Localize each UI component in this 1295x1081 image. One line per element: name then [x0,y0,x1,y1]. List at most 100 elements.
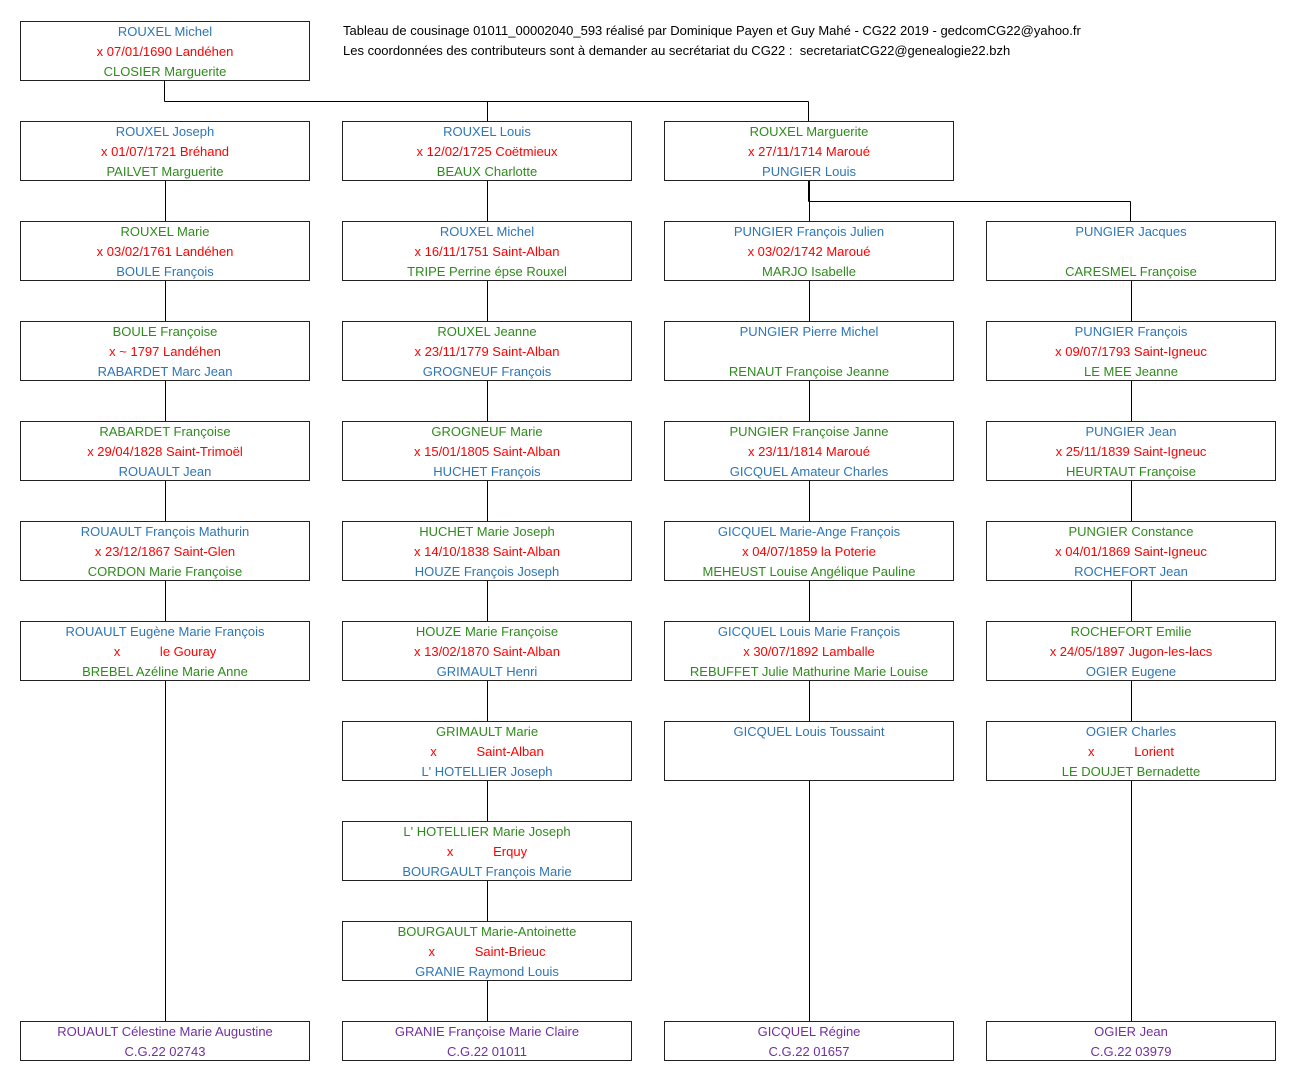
marriage: x 25/11/1839 Saint-Igneuc [1055,444,1207,459]
person-box: PUNGIER Constance x 04/01/1869 Saint-Igne… [986,521,1276,581]
descendant-code: C.G.22 01011 [447,1044,527,1059]
marriage: x 29/04/1828 Saint-Trimoël [87,444,243,459]
person-name: ROUXEL Louis [443,124,531,139]
person-name: GRIMAULT Marie [435,724,539,739]
descendant-name: GRANIE Françoise Marie Claire [394,1024,580,1039]
descendant-code: C.G.22 02743 [124,1044,206,1059]
person-name: ROUXEL Michel [117,24,213,39]
marriage: x 01/07/1721 Bréhand [101,144,229,159]
person-name: RABARDET Françoise [99,424,231,439]
person-name: OGIER Eugene [1085,664,1177,679]
person-name: LE MEE Jeanne [1084,364,1178,379]
person-box: GICQUEL Louis Marie François x 30/07/1892… [664,621,954,681]
person-box: BOULE Françoise x ~ 1797 Landéhen RABARDET… [20,321,310,381]
person-name: BOULE Françoise [112,324,218,339]
person-name: ROUAULT François Mathurin [80,524,250,539]
person-name: PUNGIER Constance [1068,524,1194,539]
descendant-box: ROUAULT Célestine Marie Augustine C.G.22 … [20,1021,310,1061]
marriage: x 24/05/1897 Jugon-les-lacs [1049,644,1213,659]
descendant-code: C.G.22 03979 [1090,1044,1172,1059]
person-name: BOULE François [116,264,214,279]
person-box: RABARDET Françoise x 29/04/1828 Saint-Tri… [20,421,310,481]
person-name: HOUZE François Joseph [414,564,560,579]
person-box: PUNGIER François x 09/07/1793 Saint-Igneu… [986,321,1276,381]
person-name: ROCHEFORT Emilie [1070,624,1192,639]
person-name: BEAUX Charlotte [436,164,538,179]
person-name: PUNGIER Françoise Janne [729,424,889,439]
person-box: GRIMAULT Marie x Saint-Alban L' HOTELLIER … [342,721,632,781]
marriage: x 12/02/1725 Coëtmieux [416,144,558,159]
person-name: ROUXEL Joseph [115,124,215,139]
person-box: ROUXEL Marie x 03/02/1761 Landéhen BOULE F… [20,221,310,281]
person-name: GROGNEUF Marie [431,424,543,439]
person-name: ROUXEL Jeanne [437,324,537,339]
person-name: GRIMAULT Henri [436,664,538,679]
person-name: GICQUEL Marie-Ange François [717,524,901,539]
marriage: x Erquy [446,844,528,859]
person-name: GICQUEL Louis Toussaint [733,724,885,739]
person-name: MEHEUST Louise Angélique Pauline [702,564,916,579]
marriage: x 15/01/1805 Saint-Alban [414,444,560,459]
person-box: ROUXEL Michel x 07/01/1690 Landéhen CLOSIE… [20,21,310,81]
person-name: ROUXEL Marie [120,224,210,239]
marriage: x 09/07/1793 Saint-Igneuc [1055,344,1207,359]
person-name: RENAUT Françoise Jeanne [728,364,890,379]
person-name: ROUAULT Jean [118,464,212,479]
descendant-code: C.G.22 01657 [768,1044,850,1059]
person-name: L' HOTELLIER Joseph [421,764,553,779]
marriage: x ~ 1797 Landéhen [109,344,221,359]
person-name: GRANIE Raymond Louis [415,964,559,979]
person-box: GROGNEUF Marie x 15/01/1805 Saint-Alban HU… [342,421,632,481]
marriage: x Saint-Brieuc [428,944,546,959]
descendant-name: ROUAULT Célestine Marie Augustine [57,1024,273,1039]
person-box: HOUZE Marie Françoise x 13/02/1870 Saint-… [342,621,632,681]
marriage: x 30/07/1892 Lamballe [743,644,875,659]
marriage: x 16/11/1751 Saint-Alban [414,244,560,259]
person-name: REBUFFET Julie Mathurine Marie Louise [689,664,929,679]
person-name: GICQUEL Amateur Charles [729,464,889,479]
person-name: MARJO Isabelle [762,264,856,279]
person-name: CARESMEL Françoise [1065,264,1197,279]
person-box: ROCHEFORT Emilie x 24/05/1897 Jugon-les-l… [986,621,1276,681]
marriage: x 13/02/1870 Saint-Alban [414,644,560,659]
person-name: HUCHET Marie Joseph [419,524,555,539]
descendant-name: GICQUEL Régine [757,1024,861,1039]
descendant-name: OGIER Jean [1094,1024,1168,1039]
person-name: ROUXEL Marguerite [749,124,869,139]
person-name: ROUXEL Michel [439,224,535,239]
person-box: PUNGIER Jean x 25/11/1839 Saint-Igneuc HEU… [986,421,1276,481]
person-name: CLOSIER Marguerite [103,64,227,79]
person-name: ROCHEFORT Jean [1074,564,1188,579]
person-name: LE DOUJET Bernadette [1061,764,1201,779]
person-name: BOURGAULT François Marie [402,864,572,879]
person-name: HEURTAUT Françoise [1065,464,1197,479]
person-box: ROUAULT Eugène Marie François x le Gouray… [20,621,310,681]
marriage: x 03/02/1761 Landéhen [96,244,234,259]
person-name: PUNGIER François [1074,324,1188,339]
descendant-box: GICQUEL Régine C.G.22 01657 [664,1021,954,1061]
person-box: ROUAULT François Mathurin x 23/12/1867 Sa… [20,521,310,581]
marriage: x Saint-Alban [430,744,544,759]
person-name: PUNGIER Jean [1085,424,1177,439]
descendant-box: GRANIE Françoise Marie Claire C.G.22 0101… [342,1021,632,1061]
person-box: PUNGIER Françoise Janne x 23/11/1814 Maro… [664,421,954,481]
marriage: x 04/01/1869 Saint-Igneuc [1055,544,1207,559]
person-name: PUNGIER Pierre Michel [739,324,879,339]
marriage: x 07/01/1690 Landéhen [96,44,234,59]
person-box: ROUXEL Jeanne x 23/11/1779 Saint-Alban GRO… [342,321,632,381]
marriage: x 27/11/1714 Maroué [748,144,870,159]
person-name: HOUZE Marie Françoise [415,624,559,639]
marriage: x 04/07/1859 la Poterie [742,544,876,559]
person-box: ROUXEL Louis x 12/02/1725 Coëtmieux BEAUX … [342,121,632,181]
person-name: OGIER Charles [1085,724,1177,739]
person-box: OGIER Charles x Lorient LE DOUJET Bernadet… [986,721,1276,781]
header-line: Les coordonnées des contributeurs sont à… [343,43,1011,58]
person-box: BOURGAULT Marie-Antoinette x Saint-Brieuc… [342,921,632,981]
descendant-box: OGIER Jean C.G.22 03979 [986,1021,1276,1061]
marriage: x 23/11/1814 Maroué [748,444,870,459]
person-name: PAILVET Marguerite [106,164,224,179]
person-name: PUNGIER Jacques [1075,224,1187,239]
person-box: ROUXEL Marguerite x 27/11/1714 Maroué PUNG… [664,121,954,181]
